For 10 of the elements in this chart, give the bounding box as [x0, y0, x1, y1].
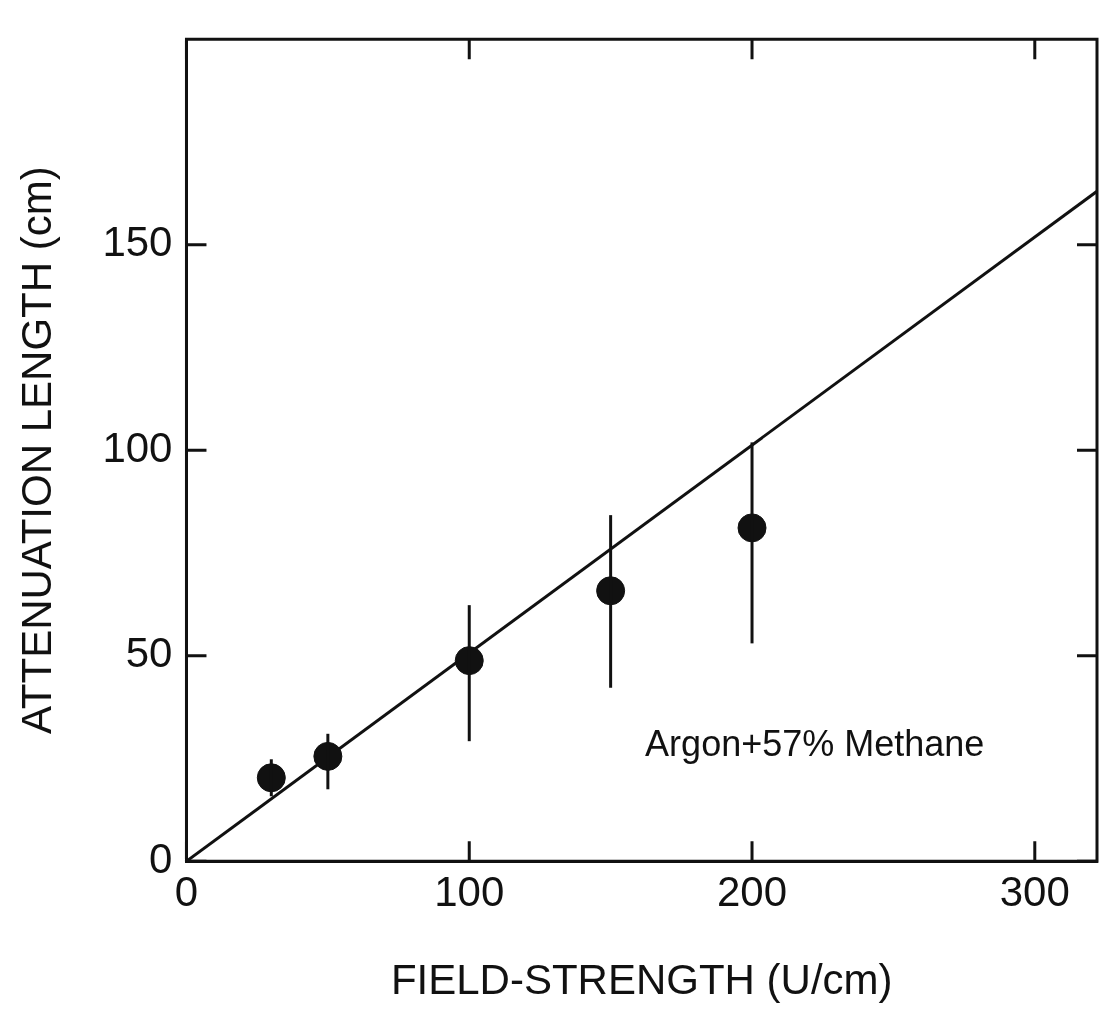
x-tick-label: 100 [434, 867, 505, 915]
x-tick-label: 300 [999, 867, 1070, 915]
x-axis-title: FIELD-STRENGTH (U/cm) [390, 956, 893, 1004]
annotation: Argon+57% Methane [645, 723, 985, 765]
y-tick-label: 0 [149, 834, 173, 882]
y-tick-label: 150 [102, 218, 173, 266]
y-axis-title: ATTENUATION LENGTH (cm) [12, 166, 60, 735]
y-tick-label: 100 [102, 423, 173, 471]
x-tick-label: 200 [716, 867, 788, 915]
y-tick-label: 50 [125, 629, 173, 677]
